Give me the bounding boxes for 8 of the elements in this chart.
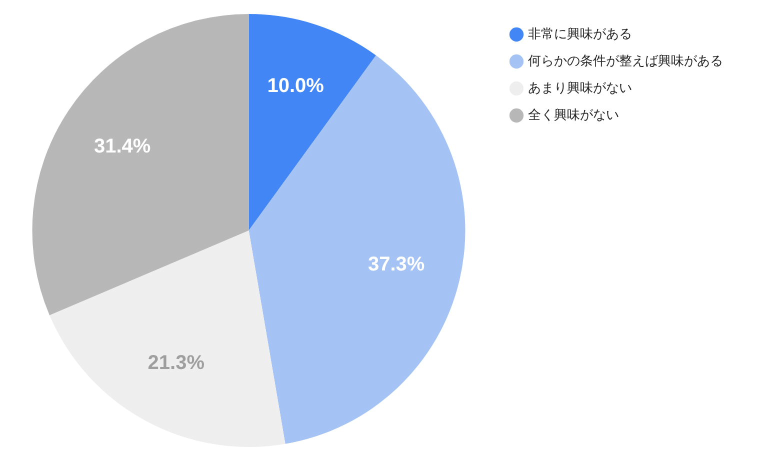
data-label: 31.4% [94, 135, 151, 158]
data-label: 10.0% [267, 74, 324, 97]
legend-label: 全く興味がない [528, 108, 619, 123]
legend-label: 非常に興味がある [528, 26, 632, 42]
legend-label: 何らかの条件が整えば興味がある [528, 54, 723, 69]
data-label: 37.3% [368, 253, 425, 276]
data-label: 21.3% [148, 352, 205, 374]
legend-label: あまり興味がない [528, 80, 632, 96]
